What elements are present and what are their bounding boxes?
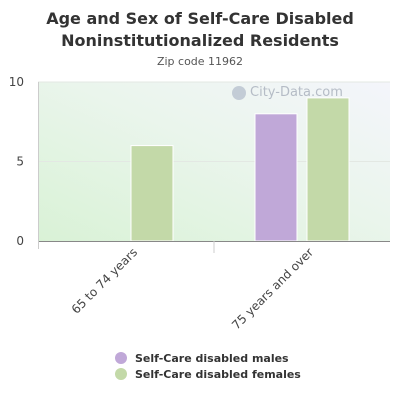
bar-females-0 [130, 145, 174, 242]
chart-subtitle: Zip code 11962 [156, 55, 244, 68]
legend: Self-Care disabled males Self-Care disab… [115, 350, 301, 382]
legend-label-females: Self-Care disabled females [135, 367, 301, 381]
chart-title: Age and Sex of Self-Care Disabled Noninst… [0, 8, 400, 52]
bar-females-1 [306, 97, 350, 242]
watermark: City-Data.com [232, 85, 343, 100]
x-tick-label: 75 years and over [229, 245, 316, 332]
chart-title-text: Age and Sex of Self-Care Disabled Noninst… [46, 9, 354, 50]
y-tick-label: 0 [16, 234, 24, 248]
x-tick-label: 65 to 74 years [69, 245, 140, 316]
legend-label-males: Self-Care disabled males [135, 351, 289, 365]
watermark-text: City-Data.com [250, 85, 343, 100]
legend-item-females: Self-Care disabled females [115, 366, 301, 382]
y-tick-label: 10 [9, 75, 24, 89]
y-tick-label: 5 [16, 155, 24, 169]
bar-males-1 [254, 113, 298, 242]
legend-item-males: Self-Care disabled males [115, 350, 301, 366]
legend-swatch-females [115, 368, 127, 380]
legend-swatch-males [115, 352, 127, 364]
watermark-logo-icon [232, 85, 246, 100]
